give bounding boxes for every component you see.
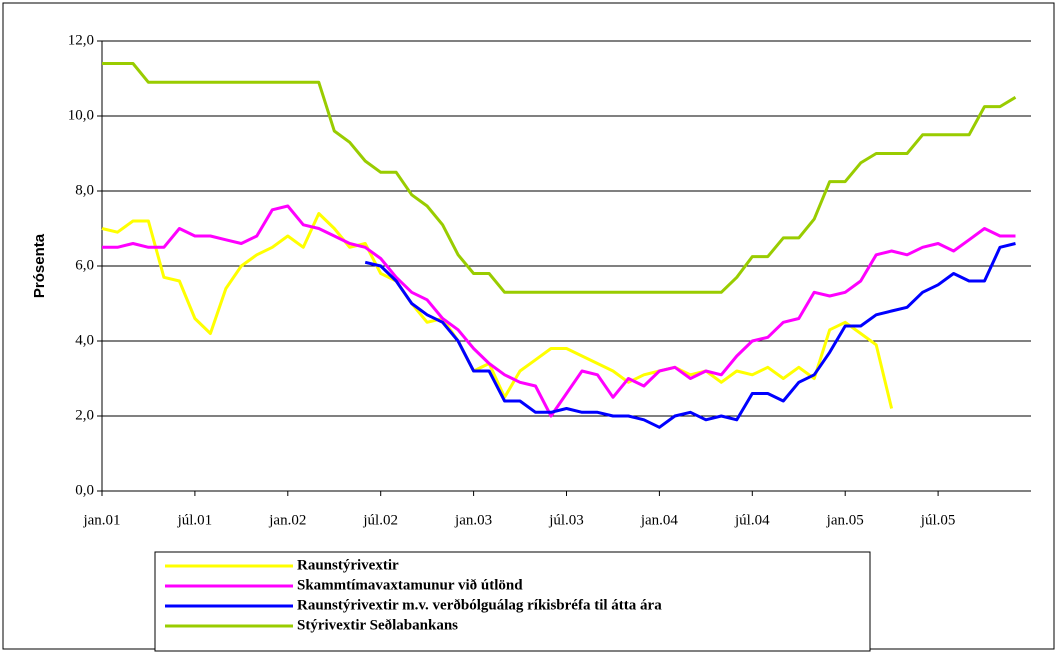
y-tick-label: 2,0 — [75, 407, 94, 423]
x-tick-label: jan.02 — [268, 512, 306, 528]
series-line — [101, 212, 894, 409]
y-axis-label: Prósenta — [31, 233, 48, 298]
x-tick-label: jan.03 — [454, 512, 492, 528]
x-tick-label: júl.04 — [734, 512, 770, 528]
x-tick-label: júl.01 — [177, 512, 213, 528]
legend-label: Raunstýrivextir — [297, 557, 399, 573]
x-tick-label: júl.03 — [548, 512, 584, 528]
y-tick-label: 0,0 — [75, 482, 94, 498]
legend-label: Skammtímavaxtamunur við útlönd — [297, 577, 523, 593]
x-tick-label: jan.01 — [82, 512, 120, 528]
x-tick-label: jan.04 — [640, 512, 679, 528]
series-line — [102, 204, 1016, 418]
x-tick-label: júl.05 — [920, 512, 956, 528]
legend-label: Stýrivextir Seðlabankans — [297, 617, 458, 633]
legend-box — [154, 551, 871, 652]
y-tick-label: 12,0 — [68, 32, 94, 48]
y-tick-label: 4,0 — [75, 332, 94, 348]
x-tick-label: jan.05 — [826, 512, 864, 528]
y-tick-label: 10,0 — [68, 107, 94, 123]
x-tick-label: júl.02 — [362, 512, 398, 528]
series-line — [102, 62, 1017, 294]
y-tick-label: 8,0 — [75, 182, 94, 198]
y-tick-label: 6,0 — [75, 257, 94, 273]
legend-label: Raunstýrivextir m.v. verðbólguálag ríkis… — [297, 597, 662, 613]
series-line — [364, 242, 1016, 429]
